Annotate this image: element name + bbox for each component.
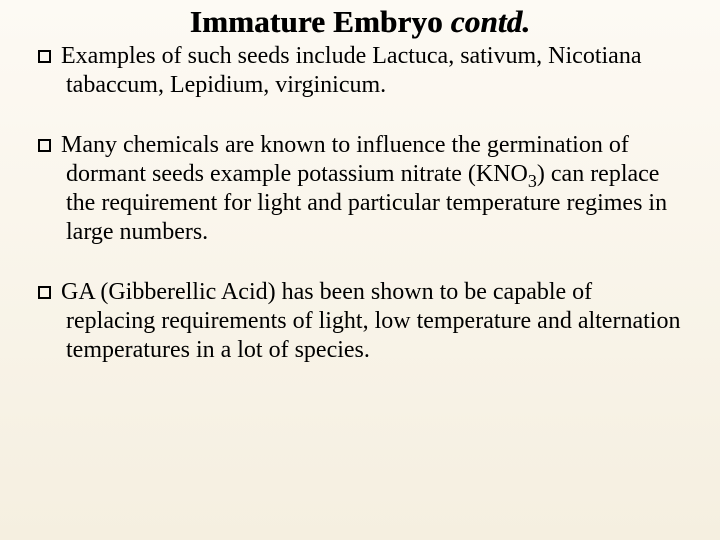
bullet-3-lead: GA: [61, 279, 100, 305]
slide-title: Immature Embryo contd.: [38, 4, 682, 40]
bullet-2-lead: Many: [61, 132, 123, 158]
bullet-3: GA (Gibberellic Acid) has been shown to …: [38, 278, 682, 366]
bullet-1: Examples of such seeds include Lactuca, …: [38, 42, 682, 101]
slide: Immature Embryo contd. Examples of such …: [0, 0, 720, 540]
square-bullet-icon: [38, 50, 51, 63]
title-main: Immature Embryo: [190, 4, 451, 39]
square-bullet-icon: [38, 286, 51, 299]
square-bullet-icon: [38, 139, 51, 152]
bullet-1-lead: Examples: [61, 43, 162, 69]
bullet-2-subscript: 3: [528, 171, 537, 191]
bullet-3-text: (Gibberellic Acid) has been shown to be …: [66, 279, 680, 364]
title-contd: contd.: [451, 4, 531, 39]
bullet-2: Many chemicals are known to influence th…: [38, 131, 682, 248]
